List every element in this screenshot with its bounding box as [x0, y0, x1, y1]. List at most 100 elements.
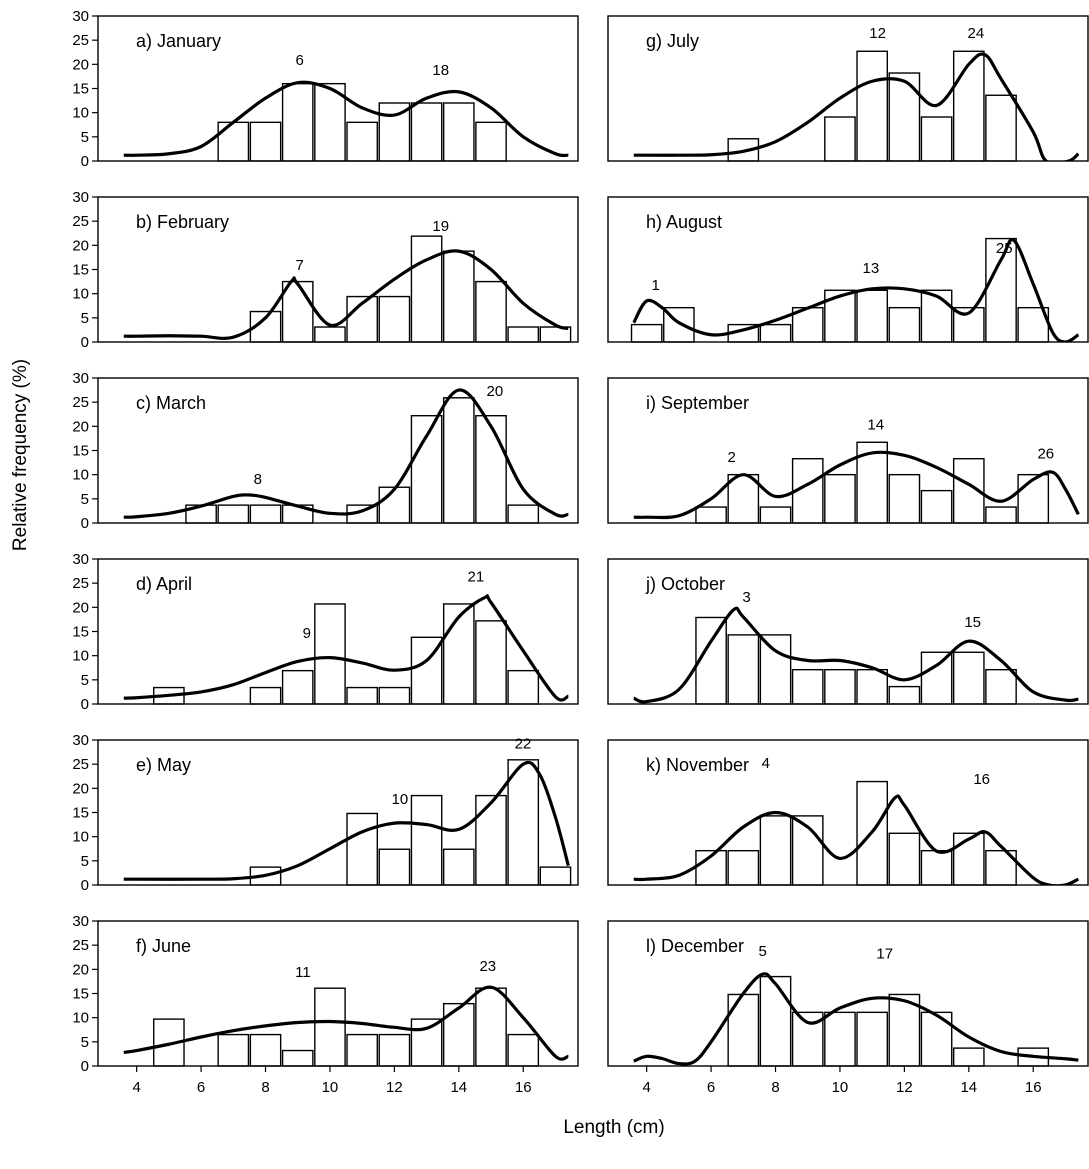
bar: [920, 849, 953, 886]
x-tick-label: 16: [1025, 1079, 1042, 1096]
bar: [759, 506, 792, 524]
y-tick-label: 25: [72, 394, 89, 411]
bar: [346, 812, 379, 886]
bar: [442, 1002, 475, 1067]
bar: [824, 1011, 856, 1067]
y-tick-label: 0: [81, 696, 89, 713]
x-tick-label: 8: [261, 1079, 269, 1096]
y-tick-label: 20: [72, 780, 89, 797]
panel-title: h) August: [646, 212, 722, 232]
bar: [378, 295, 411, 343]
panel-title: c) March: [136, 393, 206, 413]
density-curve: [123, 985, 569, 1061]
y-tick-label: 20: [72, 961, 89, 978]
bar: [952, 1047, 985, 1067]
panel-frame: [607, 15, 1089, 162]
bar: [442, 102, 475, 162]
y-tick-label: 5: [81, 1034, 89, 1051]
x-tick-label: 16: [515, 1079, 532, 1096]
bar: [507, 504, 540, 524]
bar: [985, 94, 1017, 162]
y-tick-label: 0: [81, 877, 89, 894]
density-curve: [633, 794, 1080, 885]
y-tick-label: 20: [72, 599, 89, 616]
peak-label: 10: [392, 791, 409, 808]
y-tick-label: 25: [72, 213, 89, 230]
panel-title: f) June: [136, 936, 191, 956]
bar: [920, 651, 953, 705]
bar: [630, 323, 663, 343]
bar: [856, 50, 889, 162]
bar: [759, 975, 792, 1067]
peak-label: 17: [876, 946, 893, 963]
bar: [727, 473, 760, 524]
bar: [442, 603, 475, 705]
y-tick-label: 30: [72, 8, 89, 25]
bar: [249, 121, 282, 162]
bar: [888, 306, 921, 343]
y-tick-label: 0: [81, 515, 89, 532]
bar: [217, 121, 250, 162]
y-tick-label: 25: [72, 756, 89, 773]
panel: k) November 4 16: [607, 739, 1089, 886]
y-tick-label: 0: [81, 334, 89, 351]
y-tick-label: 10: [72, 467, 89, 484]
panel: h) August 1 13 25: [607, 196, 1089, 343]
density-curve: [633, 450, 1080, 520]
y-tick-label: 30: [72, 370, 89, 387]
panel-title: j) October: [645, 574, 725, 594]
peak-label: 22: [515, 736, 532, 753]
y-tick-label: 5: [81, 310, 89, 327]
density-curve: [123, 760, 570, 881]
bar: [442, 397, 475, 524]
panel-frame: [607, 196, 1089, 343]
y-tick-label: 15: [72, 986, 89, 1003]
bar: [249, 310, 282, 343]
bar: [346, 1033, 379, 1067]
bar: [346, 121, 379, 162]
bar: [759, 323, 792, 343]
bar: [314, 326, 346, 343]
bar: [314, 603, 346, 705]
y-tick-label: 10: [72, 105, 89, 122]
x-tick-label: 10: [832, 1079, 849, 1096]
panel-frame: [607, 377, 1089, 524]
y-tick-label: 30: [72, 189, 89, 206]
bar: [856, 289, 889, 343]
bar: [442, 250, 475, 343]
density-curve: [123, 249, 569, 340]
bar: [281, 82, 314, 162]
x-tick-label: 4: [642, 1079, 650, 1096]
y-tick-label: 5: [81, 853, 89, 870]
x-tick-label: 14: [450, 1079, 467, 1096]
y-tick-label: 30: [72, 913, 89, 930]
bar: [475, 987, 507, 1067]
bar: [856, 668, 889, 705]
x-tick-label: 6: [197, 1079, 205, 1096]
peak-label: 23: [479, 958, 496, 975]
peak-label: 15: [964, 614, 981, 631]
bar: [249, 1033, 282, 1067]
peak-label: 19: [432, 218, 449, 235]
panel: e) May 10 22 0 5 10 15 20 25 30: [72, 732, 579, 894]
panel: j) October 3 15: [607, 558, 1089, 705]
peak-label: 24: [968, 25, 985, 42]
peak-label: 25: [996, 240, 1013, 257]
bar: [217, 1033, 250, 1067]
panel-title: a) January: [136, 31, 221, 51]
bar: [249, 686, 282, 705]
panel: c) March 8 20 0 5 10 15 20 25 30: [72, 370, 579, 532]
bar: [410, 636, 443, 705]
panel: b) February 7 19 0 5 10 15 20 25 30: [72, 189, 579, 351]
bar: [507, 669, 540, 705]
bar: [410, 415, 443, 524]
y-tick-label: 25: [72, 937, 89, 954]
y-tick-label: 15: [72, 624, 89, 641]
panel-frame: [607, 920, 1089, 1067]
peak-label: 2: [728, 449, 736, 466]
peak-label: 11: [295, 964, 311, 981]
bar: [695, 616, 727, 705]
bar: [727, 634, 760, 705]
bar: [952, 50, 985, 162]
